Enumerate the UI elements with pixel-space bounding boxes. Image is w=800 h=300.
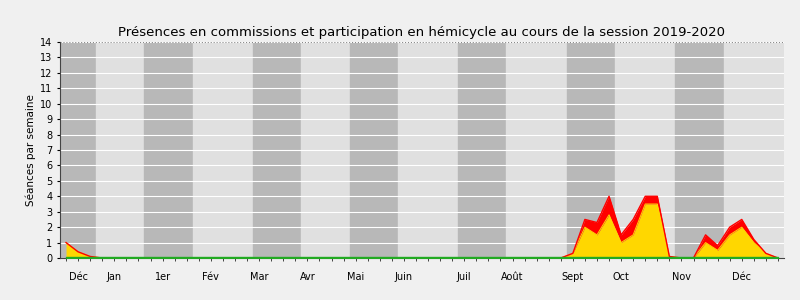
Bar [253, 42, 302, 258]
Text: Jan: Jan [106, 272, 122, 282]
Text: Avr: Avr [299, 272, 315, 282]
Bar [615, 42, 675, 258]
Text: Fév: Fév [202, 272, 219, 282]
Title: Présences en commissions et participation en hémicycle au cours de la session 20: Présences en commissions et participatio… [118, 26, 726, 39]
Bar [193, 42, 253, 258]
Bar [302, 42, 350, 258]
Text: Juil: Juil [457, 272, 471, 282]
Bar [60, 42, 96, 258]
Bar [458, 42, 506, 258]
Text: 1er: 1er [154, 272, 170, 282]
Bar [724, 42, 784, 258]
Y-axis label: Séances par semaine: Séances par semaine [26, 94, 36, 206]
Text: Mar: Mar [250, 272, 268, 282]
Text: Nov: Nov [672, 272, 691, 282]
Bar [506, 42, 567, 258]
Bar [566, 42, 615, 258]
Text: Juin: Juin [395, 272, 413, 282]
Text: Août: Août [502, 272, 524, 282]
Bar [675, 42, 724, 258]
Bar [96, 42, 145, 258]
Text: Sept: Sept [562, 272, 584, 282]
Bar [398, 42, 458, 258]
Text: Déc: Déc [69, 272, 88, 282]
Bar [350, 42, 398, 258]
Text: Déc: Déc [732, 272, 751, 282]
Text: Oct: Oct [613, 272, 630, 282]
Text: Mai: Mai [347, 272, 364, 282]
Bar [145, 42, 193, 258]
